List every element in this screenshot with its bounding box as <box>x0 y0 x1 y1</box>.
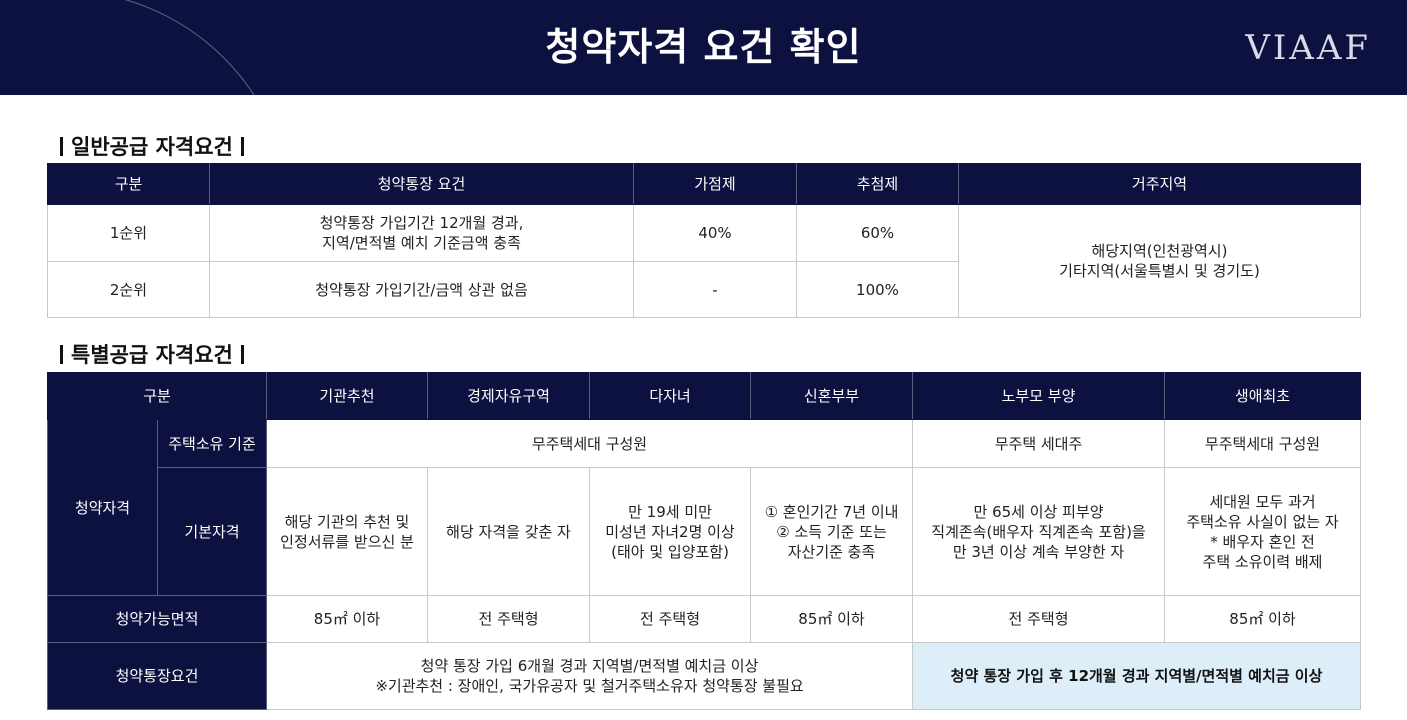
col-header: 다자녀 <box>589 372 752 420</box>
col-header: 신혼부부 <box>750 372 914 420</box>
general-supply-table: 구분 청약통장 요건 가점제 추첨제 거주지역 1순위 청약통장 가입기간 12… <box>47 163 1361 318</box>
region-line: 기타지역(서울특별시 및 경기도) <box>1059 262 1260 280</box>
area-cell: 전 주택형 <box>912 595 1166 643</box>
basic-cell: 해당 기관의 추천 및 인정서류를 받으신 분 <box>266 467 429 596</box>
basic-line: ② 소득 기준 또는 <box>776 522 887 541</box>
basic-cell: 세대원 모두 과거 주택소유 사실이 없는 자 * 배우자 혼인 전 주택 소유… <box>1164 467 1362 596</box>
basic-line: 인정서류를 받으신 분 <box>280 532 414 551</box>
requirement-cell: 청약통장 가입기간 12개월 경과, 지역/면적별 예치 기준금액 충족 <box>209 204 634 262</box>
housing-value-cell: 무주택세대 구성원 <box>266 419 914 468</box>
region-cell: 해당지역(인천광역시) 기타지역(서울특별시 및 경기도) <box>958 204 1361 318</box>
title-bar-right <box>240 137 244 156</box>
basic-line: * 배우자 혼인 전 <box>1210 532 1315 551</box>
area-label: 청약가능면적 <box>46 595 268 643</box>
rank-cell: 2순위 <box>47 261 210 318</box>
col-header: 노부모 부양 <box>912 372 1166 420</box>
basic-line: 자산기준 충족 <box>787 542 876 561</box>
col-header: 기관추천 <box>266 372 429 420</box>
account-label: 청약통장요건 <box>46 642 268 710</box>
col-header: 경제자유구역 <box>427 372 591 420</box>
basic-line: 세대원 모두 과거 <box>1209 492 1316 511</box>
table-row: 청약가능면적 85㎡ 이하 전 주택형 전 주택형 85㎡ 이하 전 주택형 8… <box>46 595 1362 643</box>
basic-cell: 만 19세 미만 미성년 자녀2명 이상 (태아 및 입양포함) <box>589 467 752 596</box>
points-cell: 40% <box>633 204 797 262</box>
basic-cell: 만 65세 이상 피부양 직계존속(배우자 직계존속 포함)을 만 3년 이상 … <box>912 467 1166 596</box>
page-header: 청약자격 요건 확인 VIAAF <box>0 0 1407 95</box>
basic-line: 주택소유 사실이 없는 자 <box>1186 512 1339 531</box>
area-cell: 전 주택형 <box>427 595 591 643</box>
table-row: 청약자격 주택소유 기준 무주택세대 구성원 무주택 세대주 무주택세대 구성원 <box>47 419 1362 596</box>
col-header: 구분 <box>47 163 210 205</box>
title-bar-left <box>60 345 63 364</box>
requirement-line: 청약통장 가입기간 12개월 경과, <box>319 214 524 232</box>
table-header-row: 구분 기관추천 경제자유구역 다자녀 신혼부부 노부모 부양 생애최초 <box>46 372 1362 420</box>
table-row: 청약통장요건 청약 통장 가입 6개월 경과 지역별/면적별 예치금 이상 ※기… <box>46 642 1362 710</box>
region-line: 해당지역(인천광역시) <box>1091 242 1228 260</box>
col-header: 생애최초 <box>1164 372 1362 420</box>
basic-line: 직계존속(배우자 직계존속 포함)을 <box>931 522 1146 541</box>
col-header: 추첨제 <box>796 163 959 205</box>
general-section-title-text: 일반공급 자격요건 <box>71 135 233 159</box>
requirement-cell: 청약통장 가입기간/금액 상관 없음 <box>209 261 634 318</box>
basic-line: 만 3년 이상 계속 부양한 자 <box>952 542 1125 561</box>
basic-cell: 해당 자격을 갖춘 자 <box>427 467 591 596</box>
housing-label: 주택소유 기준 <box>156 419 268 468</box>
basic-line: 만 65세 이상 피부양 <box>973 502 1104 521</box>
basic-line: 주택 소유이력 배제 <box>1202 552 1323 571</box>
page-title: 청약자격 요건 확인 <box>545 25 862 69</box>
area-cell: 85㎡ 이하 <box>1164 595 1362 643</box>
account-line: 청약 통장 가입 6개월 경과 지역별/면적별 예치금 이상 <box>420 657 759 675</box>
basic-line: 해당 자격을 갖춘 자 <box>446 522 571 541</box>
housing-value-cell: 무주택세대 구성원 <box>1164 419 1362 468</box>
basic-cell: ① 혼인기간 7년 이내 ② 소득 기준 또는 자산기준 충족 <box>750 467 914 596</box>
special-section-title: 특별공급 자격요건 <box>52 341 252 369</box>
special-supply-table: 구분 기관추천 경제자유구역 다자녀 신혼부부 노부모 부양 생애최초 청약자격… <box>46 372 1362 710</box>
brand-logo: VIAAF <box>1245 28 1371 68</box>
lottery-cell: 100% <box>796 261 959 318</box>
lottery-cell: 60% <box>796 204 959 262</box>
title-bar-right <box>240 345 244 364</box>
table-row: 2순위 청약통장 가입기간/금액 상관 없음 - 100% <box>47 261 1361 318</box>
table-row: 기본자격 해당 기관의 추천 및 인정서류를 받으신 분 해당 자격을 갖춘 자… <box>48 467 1362 596</box>
basic-line: 미성년 자녀2명 이상 <box>605 522 735 541</box>
area-cell: 85㎡ 이하 <box>266 595 429 643</box>
basic-line: 만 19세 미만 <box>628 502 712 521</box>
requirement-line: 지역/면적별 예치 기준금액 충족 <box>322 234 521 252</box>
table-row: 1순위 청약통장 가입기간 12개월 경과, 지역/면적별 예치 기준금액 충족… <box>47 204 1361 318</box>
title-bar-left <box>60 137 63 156</box>
housing-value-cell: 무주택 세대주 <box>912 419 1166 468</box>
points-cell: - <box>633 261 797 318</box>
account-line: ※기관추천 : 장애인, 국가유공자 및 철거주택소유자 청약통장 불필요 <box>375 677 804 695</box>
col-header: 거주지역 <box>958 163 1361 205</box>
area-cell: 85㎡ 이하 <box>750 595 914 643</box>
basic-line: 해당 기관의 추천 및 <box>284 512 410 531</box>
account-highlight-cell: 청약 통장 가입 후 12개월 경과 지역별/면적별 예치금 이상 <box>912 642 1362 710</box>
general-section-title: 일반공급 자격요건 <box>52 133 252 161</box>
area-cell: 전 주택형 <box>589 595 752 643</box>
table-header-row: 구분 청약통장 요건 가점제 추첨제 거주지역 <box>47 163 1361 205</box>
basic-line: (태아 및 입양포함) <box>611 542 729 561</box>
col-header: 구분 <box>46 372 268 420</box>
basic-label: 기본자격 <box>156 467 268 596</box>
account-cell: 청약 통장 가입 6개월 경과 지역별/면적별 예치금 이상 ※기관추천 : 장… <box>266 642 914 710</box>
col-header: 가점제 <box>633 163 797 205</box>
special-section-title-text: 특별공급 자격요건 <box>71 343 233 367</box>
basic-line: ① 혼인기간 7년 이내 <box>764 502 899 521</box>
rank-cell: 1순위 <box>47 204 210 262</box>
qualification-label: 청약자격 <box>47 419 158 596</box>
col-header: 청약통장 요건 <box>209 163 634 205</box>
